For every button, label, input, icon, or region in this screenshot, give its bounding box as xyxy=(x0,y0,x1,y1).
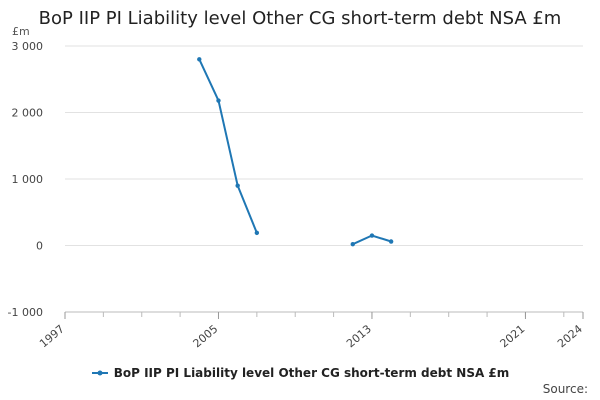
legend-series-marker xyxy=(91,370,108,375)
x-tick-label: 2005 xyxy=(191,322,221,350)
y-tick-label: 2 000 xyxy=(12,107,44,120)
legend: BoP IIP PI Liability level Other CG shor… xyxy=(0,366,600,380)
series-line xyxy=(198,58,258,234)
data-point xyxy=(369,233,375,238)
x-tick-label: 1997 xyxy=(37,322,67,350)
x-tick-label: 2024 xyxy=(555,322,585,350)
data-point xyxy=(197,57,202,62)
data-point xyxy=(235,183,240,188)
y-tick-label: 0 xyxy=(36,240,43,253)
legend-point xyxy=(97,370,103,375)
data-point xyxy=(388,239,394,244)
y-tick-label: 1 000 xyxy=(12,173,44,186)
x-tick-label: 2021 xyxy=(498,322,528,350)
y-tick-label: 3 000 xyxy=(12,40,44,53)
data-point xyxy=(216,98,221,103)
chart-title: BoP IIP PI Liability level Other CG shor… xyxy=(38,8,562,29)
legend-series-label: BoP IIP PI Liability level Other CG shor… xyxy=(113,366,510,380)
data-point xyxy=(254,230,260,236)
source-label: Source: xyxy=(542,382,588,396)
data-point xyxy=(350,241,355,247)
x-tick-label: 2013 xyxy=(344,322,374,350)
y-axis-unit-label: £m xyxy=(12,25,30,38)
y-tick-label: -1 000 xyxy=(8,306,43,319)
